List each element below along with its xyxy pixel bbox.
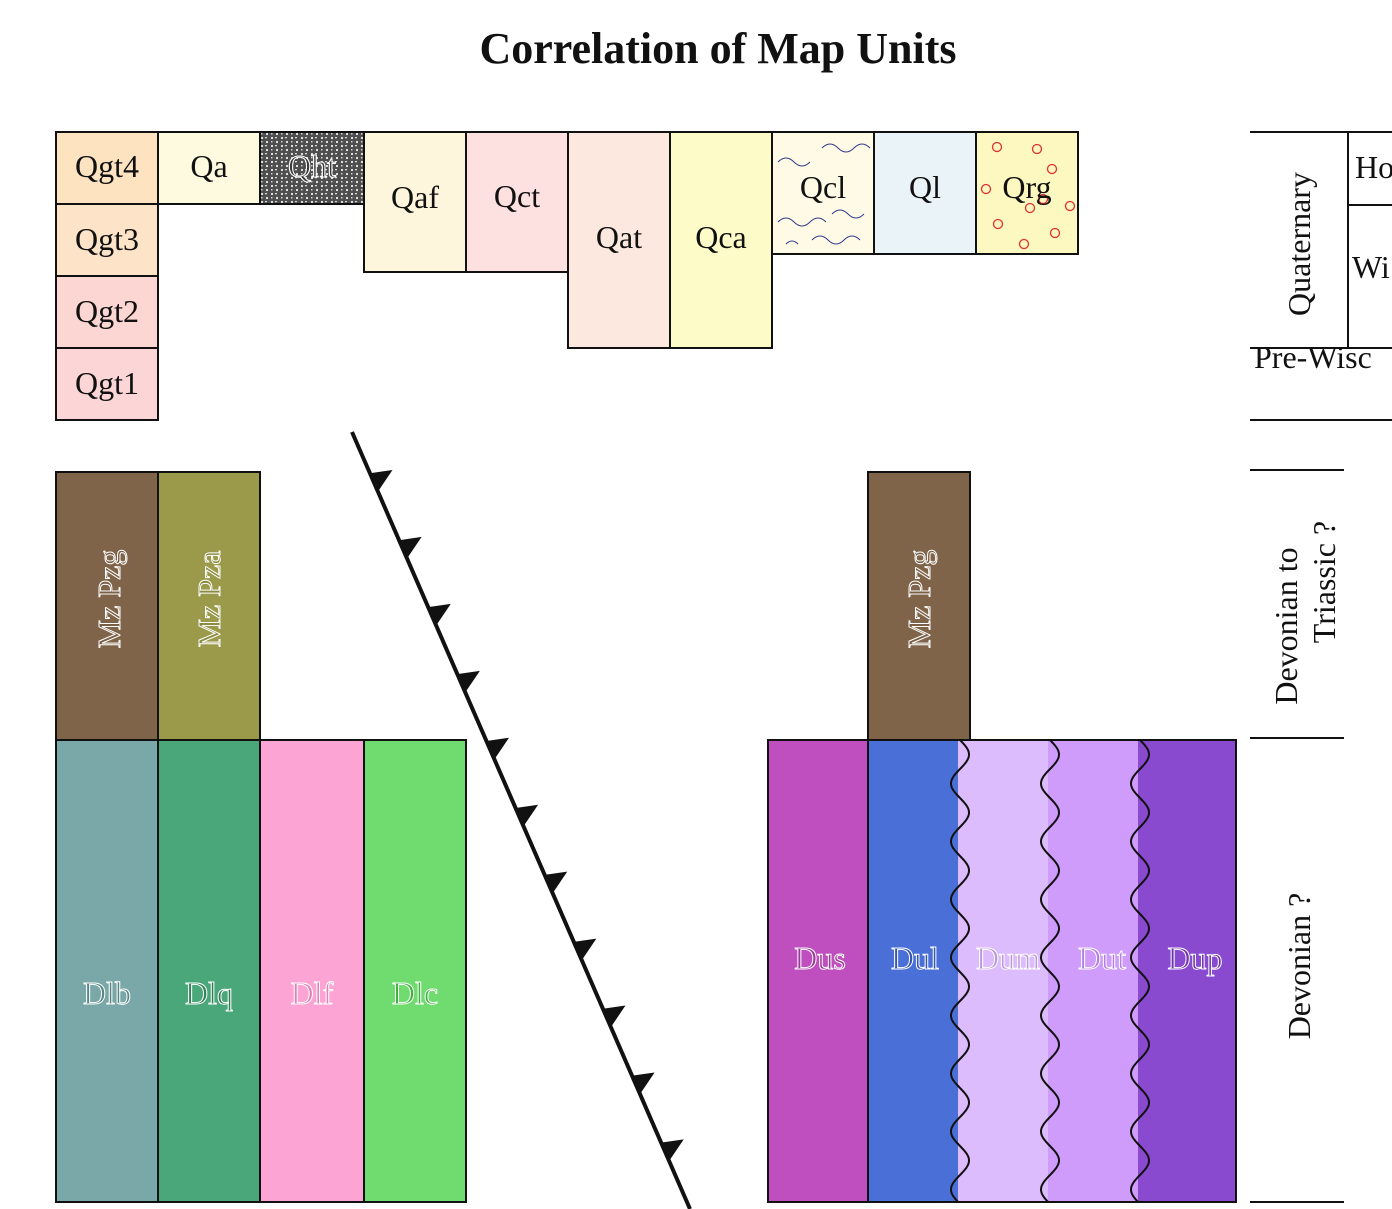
thrust-fault-tooth xyxy=(457,670,480,693)
unit-label-dut: Dut xyxy=(1078,940,1126,976)
unit-box-qct xyxy=(465,131,569,273)
devonian-right-block xyxy=(767,739,1237,1203)
time-label-pre-wisconsinan: Pre-Wisc xyxy=(1254,339,1372,375)
gradational-contact-dul-dum xyxy=(949,739,971,1203)
unit-label-mzpzg-left: Mz Pzg xyxy=(91,550,127,649)
time-scale xyxy=(1250,131,1392,1203)
unit-box-dut xyxy=(1048,740,1148,1202)
unit-label-mzpza: Mz Pza xyxy=(191,551,227,648)
quaternary-units xyxy=(55,131,1079,421)
unit-box-qaf xyxy=(363,131,467,273)
unit-label-qct: Qct xyxy=(494,178,540,214)
thrust-fault-tooth xyxy=(369,469,393,492)
unit-label-dlq: Dlq xyxy=(185,975,233,1011)
unit-box-qgt3 xyxy=(55,203,159,277)
unit-label-qat: Qat xyxy=(596,219,642,255)
unit-label-dlc: Dlc xyxy=(392,975,438,1011)
time-label-holocene: Ho xyxy=(1355,149,1392,185)
time-label-devonian-to-triassic-1: Devonian to xyxy=(1268,547,1304,704)
unit-label-dup: Dup xyxy=(1167,940,1222,976)
time-label-devonian-to-triassic-2: Triassic ? xyxy=(1306,521,1342,643)
diagram-title: Correlation of Map Units xyxy=(479,24,956,73)
unit-box-dup xyxy=(1138,740,1236,1202)
time-label-wisconsinan: Wi xyxy=(1352,249,1390,285)
unit-box-mzpzg-right xyxy=(867,471,971,741)
unit-label-qgt3: Qgt3 xyxy=(75,221,139,257)
qcl-wave-pattern xyxy=(777,143,871,245)
unit-box-qa xyxy=(157,131,261,205)
unit-label-qgt2: Qgt2 xyxy=(75,293,139,329)
qrg-gravel-circles xyxy=(980,141,1076,250)
unit-label-qgt4: Qgt4 xyxy=(75,148,139,184)
thrust-fault-tooth xyxy=(428,603,451,626)
thrust-fault-tooth xyxy=(661,1139,684,1162)
unit-box-qgt4 xyxy=(55,131,159,205)
unit-box-dlq xyxy=(157,739,261,1203)
thrust-fault-tooth xyxy=(486,737,509,760)
devonian-right-outline xyxy=(767,739,1237,1203)
unit-label-qcl: Qcl xyxy=(800,169,846,205)
unit-box-qat xyxy=(567,131,671,349)
unit-box-dum xyxy=(958,740,1058,1202)
unit-box-dlc xyxy=(363,739,467,1203)
thrust-fault-tooth xyxy=(602,1005,626,1028)
thrust-fault-teeth xyxy=(369,469,684,1162)
unit-label-dus: Dus xyxy=(794,940,846,976)
thrust-fault-tooth xyxy=(515,804,539,827)
unit-label-ql: Ql xyxy=(909,169,941,205)
unit-box-dlf xyxy=(259,739,365,1203)
unit-box-dus xyxy=(768,740,868,1202)
unit-box-qca xyxy=(669,131,773,349)
unit-label-qa: Qa xyxy=(190,148,227,184)
unit-box-mzpzg-left xyxy=(55,471,159,741)
unit-label-dlb: Dlb xyxy=(83,975,131,1011)
time-label-devonian: Devonian ? xyxy=(1281,893,1317,1040)
unit-label-qrg: Qrg xyxy=(1002,169,1051,205)
unit-label-mzpzg-right: Mz Pzg xyxy=(901,550,937,649)
unit-box-dlb xyxy=(55,739,159,1203)
unit-box-dul xyxy=(868,740,968,1202)
unit-label-qaf: Qaf xyxy=(391,179,439,215)
unit-label-qht: Qht xyxy=(288,148,336,184)
unit-label-qgt1: Qgt1 xyxy=(75,365,139,401)
thrust-fault-tooth xyxy=(399,536,422,559)
unit-box-qht xyxy=(259,131,365,205)
unit-box-qrg xyxy=(975,131,1079,255)
unit-label-qca: Qca xyxy=(695,219,747,255)
thrust-fault-tooth xyxy=(573,938,597,961)
gradational-contact-dut-dup xyxy=(1129,739,1151,1203)
unit-label-dul: Dul xyxy=(891,940,939,976)
thrust-fault-tooth xyxy=(544,871,568,894)
time-label-quaternary: Quaternary xyxy=(1281,172,1317,316)
gradational-contact-dum-dut xyxy=(1039,739,1061,1203)
unit-box-ql xyxy=(873,131,977,255)
unit-box-qgt1 xyxy=(55,347,159,421)
unit-label-dum: Dum xyxy=(976,940,1040,976)
thrust-fault xyxy=(350,431,692,1209)
thrust-fault-tooth xyxy=(632,1072,655,1095)
unit-label-dlf: Dlf xyxy=(291,975,334,1011)
